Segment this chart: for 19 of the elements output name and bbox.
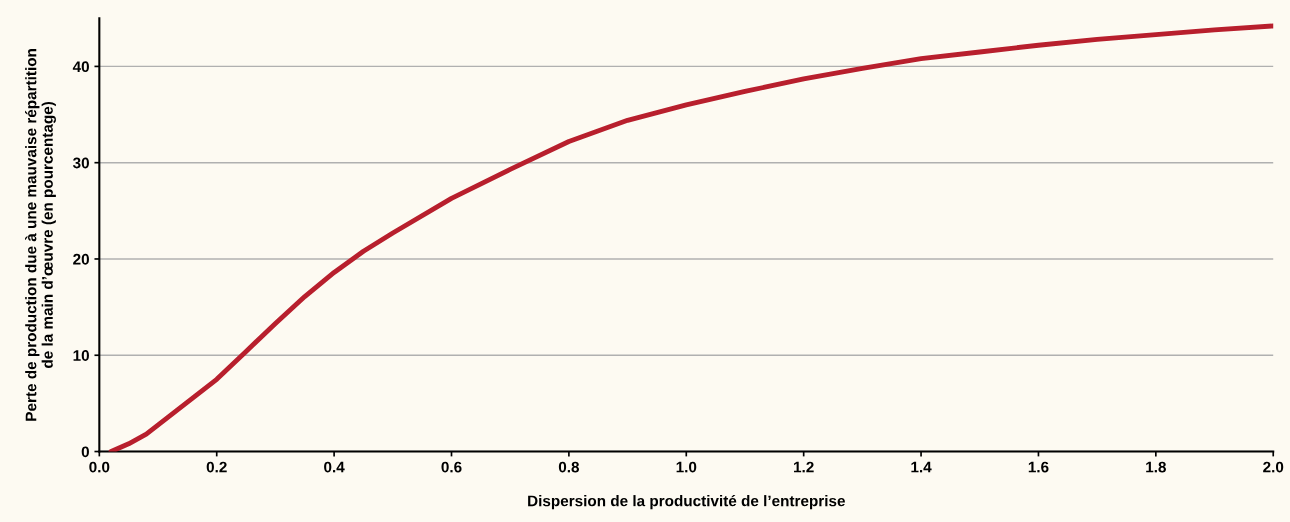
x-tick-label: 0.4: [324, 461, 345, 473]
y-tick-label: 0: [81, 446, 89, 458]
x-axis-title: Dispersion de la productivité de l’entreprise: [528, 494, 845, 510]
x-tick-label: 2.0: [1263, 461, 1284, 473]
y-axis-title: Perte de production due à une mauvaise répartition de la main d’œuvre (en pourcentage): [25, 49, 56, 421]
x-tick-label: 1.4: [911, 461, 932, 473]
y-tick-label: 40: [72, 61, 89, 73]
x-tick-label: 1.8: [1146, 461, 1166, 473]
y-tick-label: 20: [73, 253, 89, 265]
x-tick-label: 0.8: [558, 461, 580, 473]
line-series: [108, 23, 1274, 452]
x-tick-label: 0.6: [441, 461, 462, 473]
x-tick-label: 1.2: [794, 461, 814, 473]
x-tick-label: 1.6: [1028, 461, 1049, 473]
y-tick-label: 10: [73, 350, 89, 361]
x-tick-label: 0.0: [89, 461, 110, 473]
x-tick-label: 0.2: [206, 461, 227, 473]
x-tick-label: 1.0: [676, 461, 697, 473]
y-tick-label: 30: [72, 157, 89, 169]
